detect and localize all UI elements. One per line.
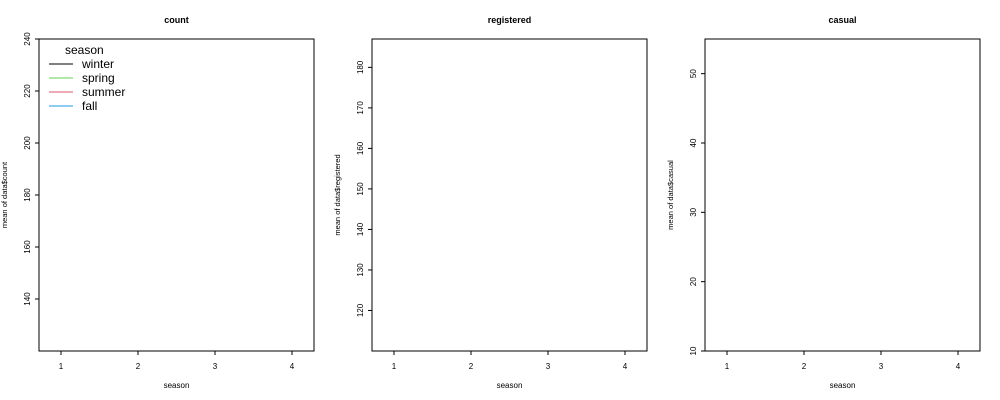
panel-2-x-axis-label: season [497,381,523,390]
panel-3-title: casual [828,15,856,25]
x-tick-label: 1 [392,362,397,371]
panel-3-x-axis-label: season [830,381,856,390]
legend-title: season [65,43,104,57]
panel-1-x-axis-label: season [164,381,190,390]
y-tick-label: 20 [689,277,698,286]
legend-entry-fall: fall [82,99,97,113]
panel-2-title: registered [488,15,532,25]
panel-2-y-axis-label: mean of data$registered [333,154,342,235]
x-tick-label: 4 [956,362,961,371]
y-tick-label: 160 [356,141,365,155]
panel-3-y-axis-label: mean of data$casual [666,160,675,230]
x-tick-label: 3 [879,362,884,371]
y-tick-label: 30 [689,207,698,216]
y-tick-label: 200 [23,136,32,150]
y-tick-label: 140 [356,222,365,236]
panel-2-frame [371,38,648,352]
x-tick-label: 2 [469,362,474,371]
x-tick-label: 3 [213,362,218,371]
y-tick-label: 220 [23,84,32,98]
y-tick-label: 10 [689,346,698,355]
y-tick-label: 160 [23,240,32,254]
y-tick-label: 180 [356,60,365,74]
legend-entry-spring: spring [82,71,115,85]
panel-1-frame [38,38,315,352]
x-tick-label: 3 [546,362,551,371]
x-tick-label: 4 [623,362,628,371]
legend-entry-summer: summer [82,85,125,99]
x-tick-label: 2 [802,362,807,371]
panel-1-title: count [164,15,189,25]
x-tick-label: 1 [59,362,64,371]
x-tick-label: 2 [136,362,141,371]
x-tick-label: 4 [290,362,295,371]
y-tick-label: 120 [356,303,365,317]
y-tick-label: 50 [689,69,698,78]
y-tick-label: 180 [23,188,32,202]
y-tick-label: 140 [23,292,32,306]
y-tick-label: 150 [356,182,365,196]
y-tick-label: 170 [356,101,365,115]
y-tick-label: 240 [23,32,32,46]
legend-entry-winter: winter [81,57,114,71]
y-tick-label: 130 [356,263,365,277]
y-tick-label: 40 [689,138,698,147]
x-tick-label: 1 [725,362,730,371]
panel-1-y-axis-label: mean of data$count [0,161,9,228]
panel-3-frame [704,38,981,352]
